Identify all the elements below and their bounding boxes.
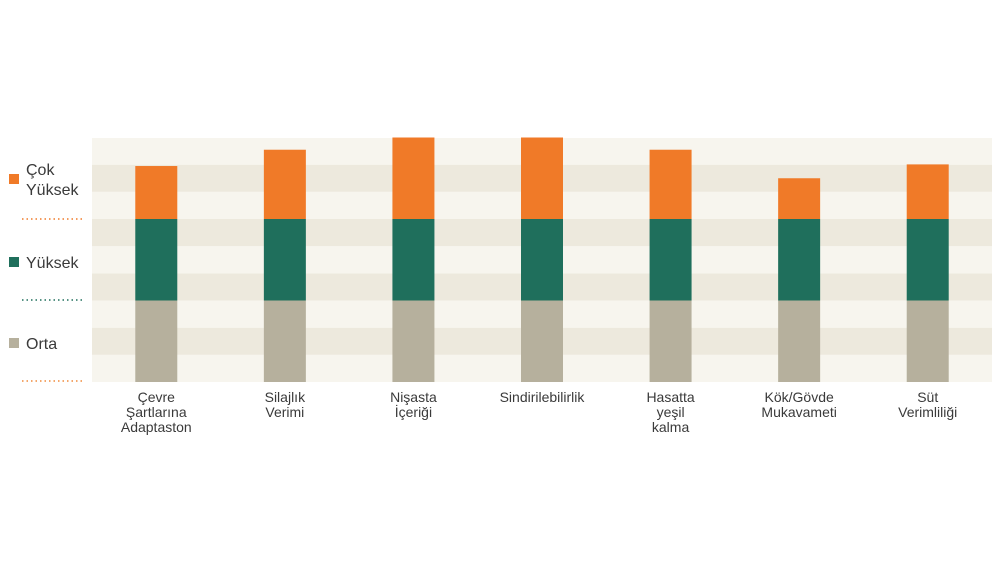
bar-segment-cok-yuksek-5 xyxy=(778,178,821,219)
bar-segment-cok-yuksek-2 xyxy=(392,137,435,219)
x-tick-label: Nişasta xyxy=(390,389,437,405)
x-tick-label: yeşil xyxy=(657,404,685,420)
level-label: Yüksek xyxy=(26,182,79,199)
x-tick-label: Silajlık xyxy=(265,389,306,405)
bar-segment-yuksek-4 xyxy=(649,219,692,301)
legend-swatch xyxy=(9,338,19,348)
bar-segment-yuksek-6 xyxy=(906,219,949,301)
legend-swatch xyxy=(9,257,19,267)
bar-segment-yuksek-0 xyxy=(135,219,178,301)
bar-segment-cok-yuksek-4 xyxy=(649,149,692,219)
bar-segment-orta-6 xyxy=(906,300,949,382)
bar-segment-orta-1 xyxy=(263,300,306,382)
x-tick-label: Şartlarına xyxy=(126,404,187,420)
x-tick-label: Verimliliği xyxy=(898,404,957,420)
bar-segment-cok-yuksek-0 xyxy=(135,166,178,219)
bar-segment-orta-2 xyxy=(392,300,435,382)
bar-segment-cok-yuksek-1 xyxy=(263,149,306,219)
x-tick-label: Hasatta xyxy=(646,389,694,405)
bar-segment-yuksek-3 xyxy=(521,219,563,301)
x-tick-label: Verimi xyxy=(265,404,304,420)
bar-segment-cok-yuksek-6 xyxy=(906,164,949,219)
legend-swatch xyxy=(9,174,19,184)
bar-segment-yuksek-5 xyxy=(778,219,821,301)
bar-segment-orta-0 xyxy=(135,300,178,382)
bar-segment-orta-3 xyxy=(521,300,563,382)
bar-segment-orta-5 xyxy=(778,300,821,382)
y-level-labels: Orta Yüksek Çok Yüksek xyxy=(9,162,84,382)
chart-bars xyxy=(135,137,949,382)
bar-segment-yuksek-2 xyxy=(392,219,435,301)
x-tick-label: kalma xyxy=(652,419,690,435)
bar-segment-cok-yuksek-3 xyxy=(521,137,563,219)
x-tick-label: Çevre xyxy=(138,389,176,405)
level-label: Orta xyxy=(26,336,57,353)
level-label: Yüksek xyxy=(26,255,79,272)
x-tick-label: Süt xyxy=(917,389,938,405)
x-tick-label: İçeriği xyxy=(395,403,432,420)
x-tick-label: Sindirilebilirlik xyxy=(500,389,586,405)
x-tick-label: Adaptaston xyxy=(121,419,192,435)
bar-segment-yuksek-1 xyxy=(263,219,306,301)
x-tick-label: Mukavameti xyxy=(761,404,836,420)
level-label: Çok xyxy=(26,162,55,179)
x-tick-label: Kök/Gövde xyxy=(765,389,834,405)
bar-segment-orta-4 xyxy=(649,300,692,382)
